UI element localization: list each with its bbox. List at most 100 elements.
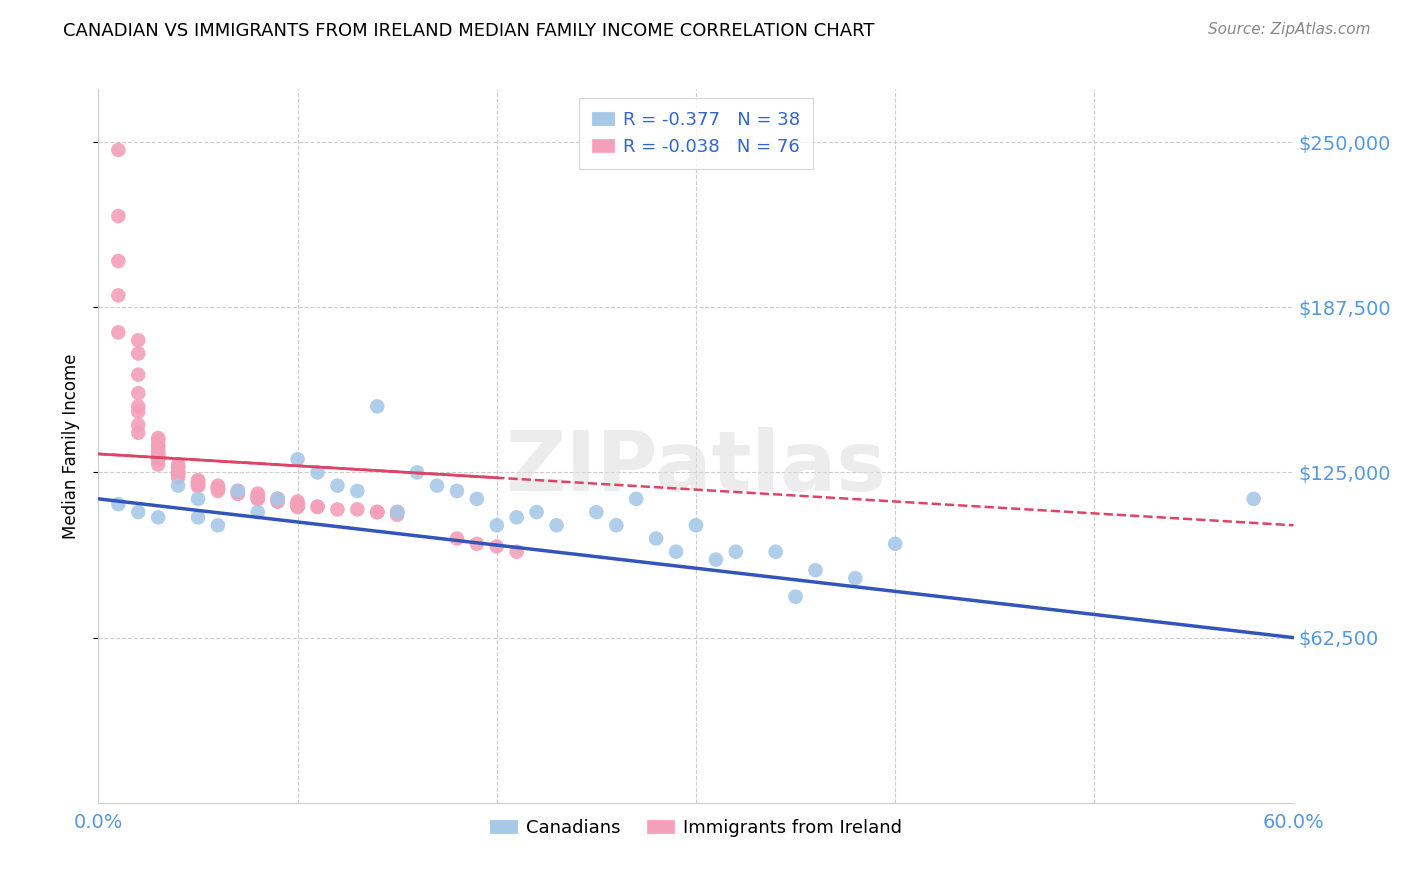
Point xyxy=(167,478,190,492)
Point xyxy=(167,460,190,475)
Point xyxy=(526,505,548,519)
Point xyxy=(207,478,229,492)
Point xyxy=(267,491,290,506)
Point xyxy=(167,466,190,480)
Point xyxy=(366,505,388,519)
Point xyxy=(884,537,907,551)
Text: ZIPatlas: ZIPatlas xyxy=(506,427,886,508)
Point xyxy=(148,452,170,467)
Point xyxy=(207,518,229,533)
Point xyxy=(187,474,209,488)
Point xyxy=(187,491,209,506)
Point xyxy=(546,518,568,533)
Point xyxy=(246,491,269,506)
Point xyxy=(465,537,488,551)
Point xyxy=(127,400,149,414)
Point xyxy=(107,288,129,302)
Point xyxy=(506,545,529,559)
Point xyxy=(446,483,468,498)
Point xyxy=(765,545,787,559)
Point xyxy=(187,475,209,490)
Point xyxy=(685,518,707,533)
Point xyxy=(385,505,409,519)
Point xyxy=(605,518,627,533)
Point xyxy=(127,386,149,401)
Point xyxy=(385,505,409,519)
Point xyxy=(246,505,269,519)
Point xyxy=(287,500,309,514)
Point xyxy=(187,474,209,488)
Point xyxy=(267,494,290,508)
Point xyxy=(426,478,449,492)
Point xyxy=(226,486,249,500)
Point xyxy=(207,481,229,495)
Point xyxy=(127,425,149,440)
Point xyxy=(167,466,190,480)
Point xyxy=(385,508,409,522)
Point xyxy=(207,481,229,495)
Point xyxy=(148,434,170,448)
Point xyxy=(167,466,190,480)
Point xyxy=(127,368,149,382)
Point xyxy=(485,518,508,533)
Point xyxy=(246,491,269,506)
Point xyxy=(127,404,149,418)
Point xyxy=(167,471,190,485)
Point xyxy=(366,505,388,519)
Point xyxy=(148,439,170,453)
Point xyxy=(226,483,249,498)
Point xyxy=(406,466,429,480)
Point xyxy=(148,444,170,458)
Point xyxy=(127,505,149,519)
Point xyxy=(446,532,468,546)
Point xyxy=(187,478,209,492)
Point xyxy=(307,500,329,514)
Point xyxy=(127,333,149,347)
Point xyxy=(724,545,747,559)
Point xyxy=(665,545,688,559)
Point xyxy=(246,489,269,503)
Point xyxy=(246,489,269,503)
Point xyxy=(346,483,368,498)
Point xyxy=(645,532,668,546)
Point xyxy=(207,483,229,498)
Point xyxy=(148,447,170,461)
Point xyxy=(287,452,309,467)
Point xyxy=(187,475,209,490)
Point xyxy=(267,491,290,506)
Point xyxy=(485,540,508,554)
Point xyxy=(167,458,190,472)
Point xyxy=(287,497,309,511)
Point xyxy=(148,439,170,453)
Legend: Canadians, Immigrants from Ireland: Canadians, Immigrants from Ireland xyxy=(482,812,910,844)
Point xyxy=(167,460,190,475)
Point xyxy=(346,502,368,516)
Point xyxy=(148,510,170,524)
Point xyxy=(107,209,129,223)
Point xyxy=(148,452,170,467)
Point xyxy=(287,500,309,514)
Point xyxy=(326,478,349,492)
Point xyxy=(226,483,249,498)
Point xyxy=(187,510,209,524)
Point xyxy=(287,500,309,514)
Point xyxy=(785,590,807,604)
Point xyxy=(226,483,249,498)
Point xyxy=(385,505,409,519)
Point xyxy=(107,143,129,157)
Point xyxy=(127,417,149,432)
Point xyxy=(307,466,329,480)
Point xyxy=(804,563,827,577)
Point xyxy=(267,491,290,506)
Point xyxy=(148,447,170,461)
Text: CANADIAN VS IMMIGRANTS FROM IRELAND MEDIAN FAMILY INCOME CORRELATION CHART: CANADIAN VS IMMIGRANTS FROM IRELAND MEDI… xyxy=(63,22,875,40)
Point xyxy=(704,552,727,566)
Point xyxy=(226,486,249,500)
Point xyxy=(465,491,488,506)
Point xyxy=(246,486,269,500)
Point xyxy=(148,458,170,472)
Point xyxy=(148,431,170,445)
Point xyxy=(366,400,388,414)
Point xyxy=(326,502,349,516)
Point xyxy=(107,326,129,340)
